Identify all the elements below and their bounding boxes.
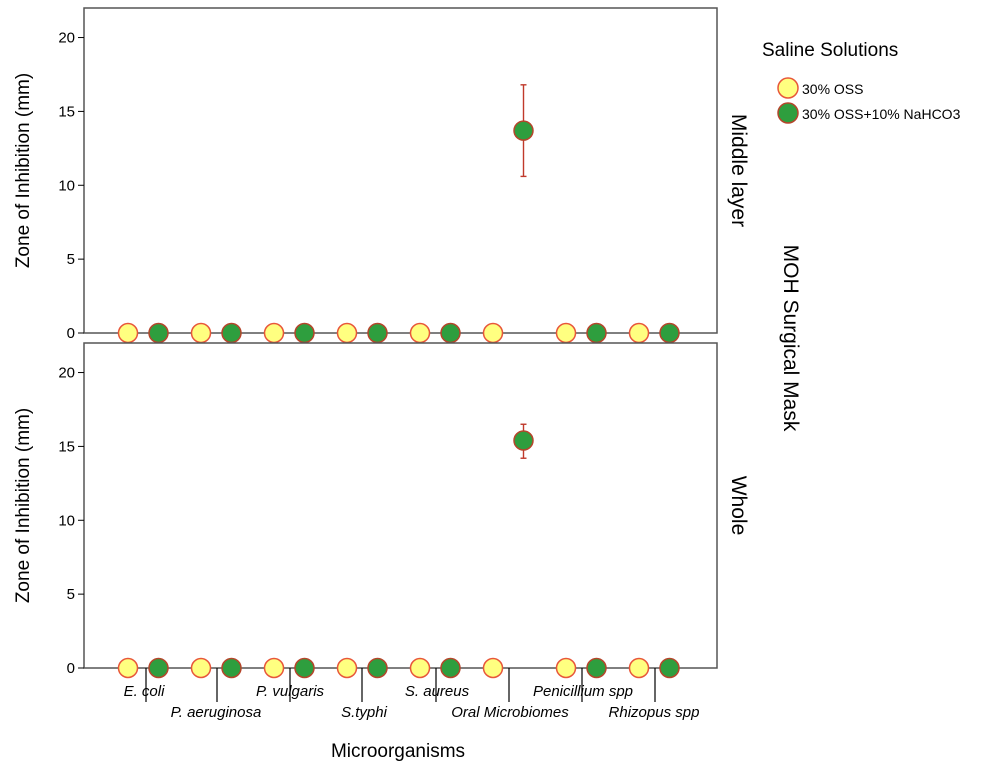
y-tick-label: 0 [67, 660, 75, 677]
legend-marker-oss [777, 77, 799, 99]
data-point [336, 322, 358, 344]
data-point [628, 657, 650, 679]
data-point [148, 322, 169, 344]
data-point [117, 322, 139, 344]
y-tick-label: 20 [58, 30, 75, 47]
data-point [586, 657, 607, 679]
data-point [586, 322, 607, 344]
panel-frame [83, 7, 718, 334]
data-point [409, 322, 431, 344]
x-category-label: Oral Microbiomes [451, 704, 569, 721]
data-point [367, 657, 388, 679]
x-category-label: S. aureus [405, 683, 470, 700]
data-point [482, 322, 504, 344]
legend-title: Saline Solutions [762, 40, 898, 61]
data-point [117, 657, 139, 679]
data-point [263, 657, 285, 679]
data-point [555, 657, 577, 679]
y-tick-label: 5 [67, 251, 75, 268]
data-point [482, 657, 504, 679]
x-category-label: E. coli [124, 683, 166, 700]
panel-0: 0 5 10 15 20 Zone of Inhibition (mm) Middle la… [13, 7, 750, 344]
legend: Saline Solutions 30% OSS 30% OSS+10% NaH… [762, 40, 961, 124]
y-tick-label: 10 [58, 177, 75, 194]
data-point [294, 657, 315, 679]
data-point [190, 657, 212, 679]
data-point [440, 657, 461, 679]
panel-1: 0 5 10 15 20 Zone of Inhibition (mm) Whole [13, 342, 750, 679]
x-category-label: Penicillium spp [533, 683, 633, 700]
data-point [513, 430, 534, 451]
data-point [440, 322, 461, 344]
data-point [628, 322, 650, 344]
x-axis: E. coli P. aeruginosa P. vulgaris S.typhi S.… [124, 668, 700, 721]
data-point [263, 322, 285, 344]
x-category-label: P. aeruginosa [171, 704, 262, 721]
data-point [221, 657, 242, 679]
data-point [555, 322, 577, 344]
legend-label-oss-nahco3: 30% OSS+10% NaHCO3 [802, 106, 961, 122]
legend-marker-oss-nahco3 [777, 102, 799, 124]
x-axis-title: Microorganisms [331, 741, 465, 762]
y-tick-label: 15 [58, 103, 75, 120]
panels: 0 5 10 15 20 Zone of Inhibition (mm) Middle la… [13, 7, 750, 679]
facet-label: MOH Surgical Mask [779, 245, 802, 432]
data-point [659, 657, 680, 679]
data-point [221, 322, 242, 344]
y-tick-label: 10 [58, 512, 75, 529]
y-tick-label: 5 [67, 586, 75, 603]
data-point [190, 322, 212, 344]
y-tick-label: 20 [58, 365, 75, 382]
data-point [336, 657, 358, 679]
panel-label: Whole [727, 476, 750, 536]
data-point [409, 657, 431, 679]
y-tick-label: 0 [67, 325, 75, 342]
x-category-label: S.typhi [341, 704, 388, 721]
panel-frame [83, 342, 718, 669]
y-axis-title: Zone of Inhibition (mm) [13, 408, 34, 603]
data-point [659, 322, 680, 344]
x-category-label: P. vulgaris [256, 683, 325, 700]
x-category-label: Rhizopus spp [609, 704, 700, 721]
data-point [367, 322, 388, 344]
data-point [294, 322, 315, 344]
data-point [148, 657, 169, 679]
y-axis-title: Zone of Inhibition (mm) [13, 73, 34, 268]
legend-label-oss: 30% OSS [802, 81, 863, 97]
data-point [513, 120, 534, 141]
panel-label: Middle layer [727, 114, 750, 227]
y-tick-label: 15 [58, 438, 75, 455]
